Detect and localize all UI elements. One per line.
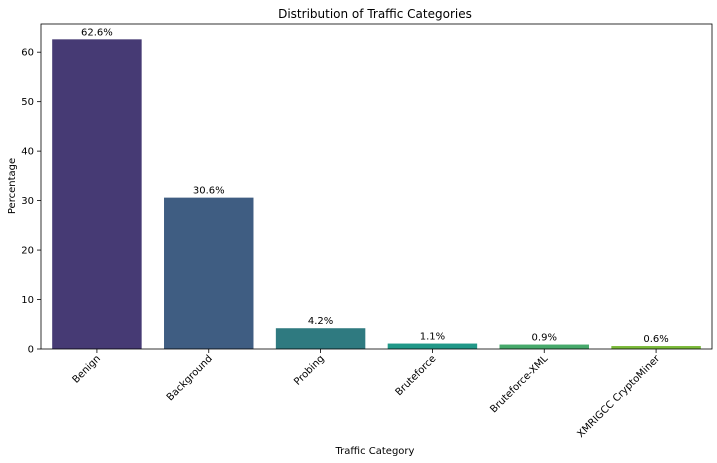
data-label: 0.9% bbox=[532, 333, 557, 344]
x-tick-label: Background bbox=[165, 353, 215, 403]
y-tick-label: 0 bbox=[28, 345, 34, 356]
data-label: 1.1% bbox=[420, 332, 445, 343]
plot-frame bbox=[40, 23, 713, 350]
bar bbox=[52, 39, 142, 350]
x-tick-label: Probing bbox=[292, 353, 326, 387]
y-tick-label: 20 bbox=[21, 246, 34, 257]
bar bbox=[611, 346, 701, 349]
data-label: 30.6% bbox=[193, 186, 225, 197]
y-tick-label: 30 bbox=[21, 196, 34, 207]
y-axis-label: Percentage bbox=[7, 158, 18, 214]
x-tick-label: Benign bbox=[71, 353, 103, 385]
y-tick-label: 10 bbox=[21, 295, 34, 306]
data-label: 62.6% bbox=[81, 27, 113, 38]
data-label: 4.2% bbox=[308, 316, 333, 327]
data-label: 0.6% bbox=[643, 334, 668, 345]
y-tick-label: 50 bbox=[21, 97, 34, 108]
bar bbox=[387, 343, 478, 349]
bar bbox=[164, 197, 254, 349]
bar bbox=[499, 344, 589, 349]
bar bbox=[275, 328, 366, 349]
x-tick-label: XMRIGCC CryptoMiner bbox=[575, 353, 662, 440]
y-tick-label: 40 bbox=[21, 147, 34, 158]
y-tick-label: 60 bbox=[21, 48, 34, 59]
x-axis-label: Traffic Category bbox=[335, 446, 415, 457]
x-tick-label: Bruteforce bbox=[394, 353, 439, 398]
plot-area: 0 10 20 30 40 50 60 62.6% Benign 30.6% Background 4… bbox=[21, 27, 701, 440]
chart-title: Distribution of Traffic Categories bbox=[278, 7, 472, 21]
x-tick-label: Bruteforce-XML bbox=[488, 353, 550, 415]
